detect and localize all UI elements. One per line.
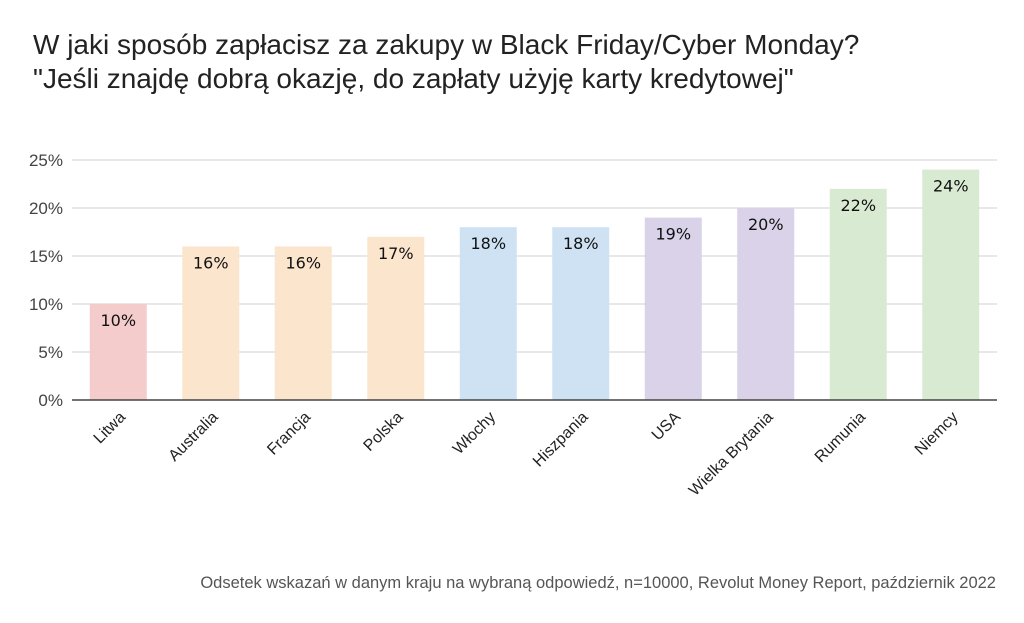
source-footnote: Odsetek wskazań w danym kraju na wybraną… (200, 574, 996, 592)
y-tick-label: 10% (29, 295, 63, 314)
data-label: 16% (193, 253, 229, 272)
y-tick-label: 25% (29, 151, 63, 170)
y-tick-label: 5% (38, 343, 63, 362)
y-tick-label: 20% (29, 199, 63, 218)
x-tick-label: Włochy (450, 409, 499, 458)
chart-title-line: W jaki sposób zapłacisz za zakupy w Blac… (33, 29, 860, 60)
data-label: 16% (285, 253, 321, 272)
x-tick-label: Australia (166, 409, 222, 465)
x-tick-label: USA (649, 409, 685, 445)
data-label: 22% (840, 196, 876, 215)
bar (89, 304, 147, 400)
x-tick-label: Rumunia (812, 409, 869, 466)
bar (552, 227, 610, 400)
bar (274, 246, 332, 400)
bar (829, 188, 887, 400)
data-label: 24% (933, 177, 969, 196)
y-tick-label: 0% (38, 391, 63, 410)
y-tick-label: 15% (29, 247, 63, 266)
data-labels: 10% 16% 16% 17% 18% 18% 19% 20% 22% 24% (100, 177, 968, 330)
x-tick-label: Wielka Brytania (686, 409, 777, 500)
x-tick-label: Polska (361, 409, 407, 455)
chart-title: W jaki sposób zapłacisz za zakupy w Blac… (33, 28, 859, 96)
bar (737, 208, 795, 400)
data-label: 18% (563, 234, 599, 253)
bars (89, 169, 980, 400)
x-tick-label: Niemcy (912, 409, 962, 459)
x-axis: Litwa Australia Francja Polska Włochy Hiszpan… (72, 399, 997, 500)
x-tick-label: Hiszpania (530, 409, 592, 471)
data-label: 17% (378, 244, 414, 263)
data-label: 19% (655, 225, 691, 244)
bar (644, 217, 702, 400)
chart-subtitle: "Jeśli znajdę dobrą okazję, do zapłaty u… (33, 63, 794, 94)
x-tick-label: Francja (264, 409, 314, 459)
bar (459, 227, 517, 400)
y-axis: 0% 5% 10% 15% 20% 25% (29, 151, 63, 410)
data-label: 20% (748, 215, 784, 234)
data-label: 18% (470, 234, 506, 253)
x-tick-label: Litwa (91, 409, 130, 448)
data-label: 10% (100, 311, 136, 330)
bar (922, 169, 980, 400)
bar (367, 236, 425, 400)
bar (182, 246, 240, 400)
